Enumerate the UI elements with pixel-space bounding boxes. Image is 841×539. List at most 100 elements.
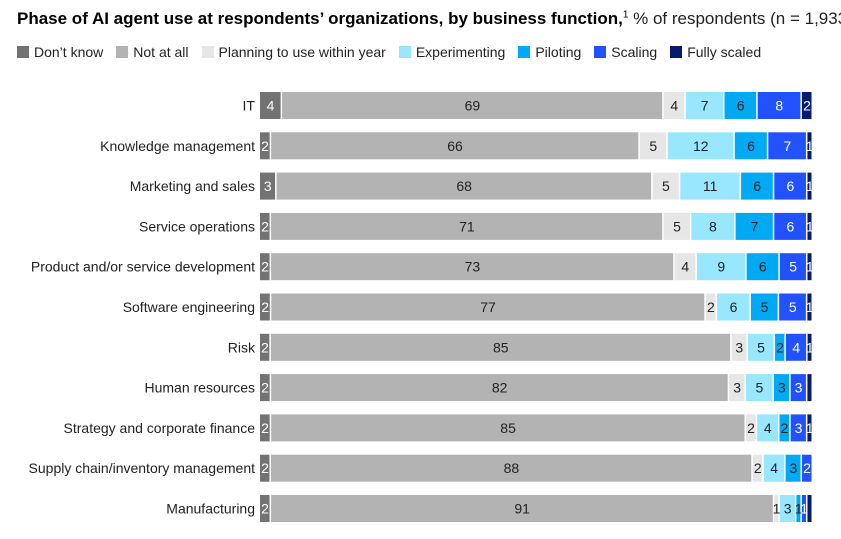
legend-label: Not at all: [133, 44, 189, 60]
bar-segment: [652, 172, 679, 200]
bar-segment: [775, 333, 785, 361]
data-label: 2: [261, 460, 269, 476]
bar-segment: [260, 333, 270, 361]
bar-segment: [735, 212, 773, 240]
legend-label: Planning to use within year: [218, 44, 386, 60]
bar-segment: [271, 253, 674, 281]
data-label: 85: [500, 420, 516, 436]
bar-segment: [260, 172, 276, 200]
legend-item: Piloting: [518, 44, 581, 60]
bar-segment: [260, 132, 270, 160]
bar-segment: [785, 454, 801, 482]
data-label: 85: [493, 339, 509, 355]
bar-segment: [757, 414, 778, 442]
bar-segment: [745, 374, 773, 402]
legend-label: Scaling: [611, 44, 658, 60]
bar-segment: [691, 212, 735, 240]
bar-segment: [724, 92, 757, 119]
legend-label: Fully scaled: [687, 44, 762, 60]
bar-segment: [807, 132, 812, 160]
category-label: Marketing and sales: [130, 178, 255, 194]
data-label: 1: [806, 259, 814, 275]
bar-segment: [768, 132, 806, 160]
bar-segment: [680, 172, 740, 200]
bar-segment: [260, 92, 281, 119]
data-label: 2: [261, 420, 269, 436]
bar-segment: [271, 132, 639, 160]
legend-item: Experimenting: [398, 44, 506, 60]
bar-segment: [779, 414, 790, 442]
bar-segment: [282, 92, 663, 119]
bar-segment: [763, 454, 785, 482]
legend-item: Don’t know: [17, 44, 103, 60]
data-label: 3: [733, 380, 741, 396]
bar-segment: [271, 495, 773, 522]
data-label: 3: [735, 339, 743, 355]
data-label: 1: [806, 299, 814, 315]
bar-segment: [750, 293, 778, 321]
data-label: 5: [789, 259, 797, 275]
data-label: 73: [465, 259, 481, 275]
bar-segment: [802, 454, 812, 482]
legend-swatch: [670, 46, 683, 58]
bar-segment: [807, 172, 812, 200]
data-label: 6: [786, 218, 794, 234]
data-label: 3: [795, 380, 803, 396]
bar-segment: [260, 212, 270, 240]
category-label: Supply chain/inventory management: [29, 460, 256, 476]
data-label: 68: [456, 178, 472, 194]
data-label: 1: [806, 339, 814, 355]
data-label: 11: [703, 178, 718, 194]
data-label: 5: [761, 299, 769, 315]
bar-segment: [779, 293, 806, 321]
chart-title: Phase of AI agent use at respondents’ or…: [17, 9, 841, 29]
data-label: 77: [480, 299, 496, 315]
data-label: 2: [261, 501, 269, 517]
data-label: 71: [459, 218, 475, 234]
bar-segment: [260, 414, 270, 442]
data-label: 1: [773, 501, 781, 517]
legend-label: Don’t know: [34, 44, 104, 60]
bar-segment: [674, 253, 696, 281]
bar-segment: [807, 414, 812, 442]
data-label: 8: [709, 218, 717, 234]
legend-item: Planning to use within year: [201, 44, 386, 60]
legend-label: Experimenting: [415, 44, 506, 60]
category-label: Manufacturing: [166, 501, 255, 517]
legend-swatch: [116, 46, 129, 58]
data-label: 6: [737, 98, 745, 114]
bar-segment: [773, 374, 790, 402]
category-label: Service operations: [139, 218, 255, 234]
bar-segment: [779, 253, 806, 281]
data-label: 5: [756, 380, 764, 396]
data-label: 1: [795, 501, 803, 517]
data-label: 2: [261, 380, 269, 396]
bar-segment: [271, 374, 728, 402]
bar-segment: [807, 374, 812, 402]
data-label: 1: [806, 138, 814, 154]
bar-segment: [757, 92, 801, 119]
bar-segment: [639, 132, 667, 160]
data-label: 2: [707, 299, 715, 315]
data-label: 3: [264, 178, 272, 194]
data-label: 2: [261, 138, 269, 154]
bar-segment: [747, 333, 774, 361]
data-label: 9: [717, 259, 725, 275]
data-label: 5: [757, 339, 765, 355]
bar-segment: [807, 212, 812, 240]
bar-segment: [685, 92, 724, 119]
bar-segment: [260, 495, 270, 522]
legend-swatch: [594, 46, 607, 58]
data-label: 2: [261, 259, 269, 275]
data-label: 4: [770, 460, 778, 476]
category-label: Strategy and corporate finance: [64, 420, 256, 436]
bar-segment: [734, 132, 767, 160]
bar-segment: [731, 333, 747, 361]
bar-segment: [790, 414, 806, 442]
data-label: 1: [806, 178, 814, 194]
bar-segment: [807, 253, 812, 281]
bar-segment: [807, 495, 812, 522]
data-label: 91: [514, 501, 530, 517]
